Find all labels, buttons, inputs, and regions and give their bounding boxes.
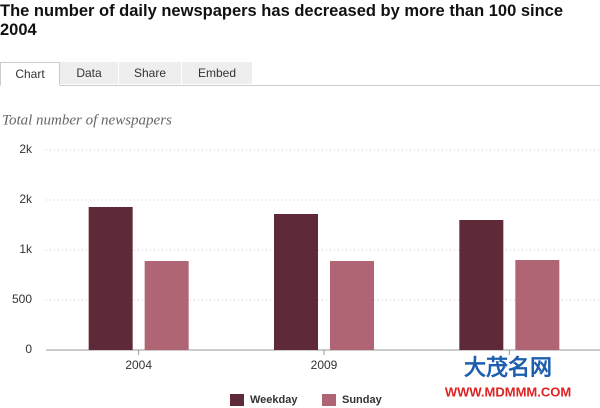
- x-tick-label: 2004: [125, 358, 152, 372]
- tab[interactable]: Data: [60, 62, 119, 84]
- y-tick-label: 1k: [19, 242, 33, 256]
- bar: [330, 261, 374, 350]
- page-title: The number of daily newspapers has decre…: [0, 2, 564, 39]
- tab[interactable]: Share: [119, 62, 182, 84]
- legend-label: Sunday: [342, 394, 383, 406]
- tab-bar: Chart Data Share Embed: [0, 62, 600, 86]
- legend-label: Weekday: [250, 394, 298, 406]
- legend-swatch: [230, 394, 244, 406]
- bar: [144, 261, 189, 350]
- bar: [459, 220, 504, 350]
- bar: [88, 207, 133, 350]
- watermark: 大茂名网: [464, 355, 552, 380]
- tab[interactable]: Chart: [0, 62, 60, 86]
- y-tick-label: 2k: [19, 142, 33, 156]
- x-tick-label: 2009: [311, 358, 338, 372]
- tab[interactable]: Embed: [182, 62, 253, 84]
- y-tick-label: 500: [12, 292, 32, 306]
- chart-subtitle: Total number of newspapers: [2, 112, 172, 128]
- watermark-url: WWW.MDMMM.COM: [445, 384, 571, 399]
- y-tick-label: 0: [25, 342, 32, 356]
- y-tick-label: 2k: [19, 192, 33, 206]
- bar: [274, 214, 318, 350]
- legend-swatch: [322, 394, 336, 406]
- bar: [515, 260, 560, 350]
